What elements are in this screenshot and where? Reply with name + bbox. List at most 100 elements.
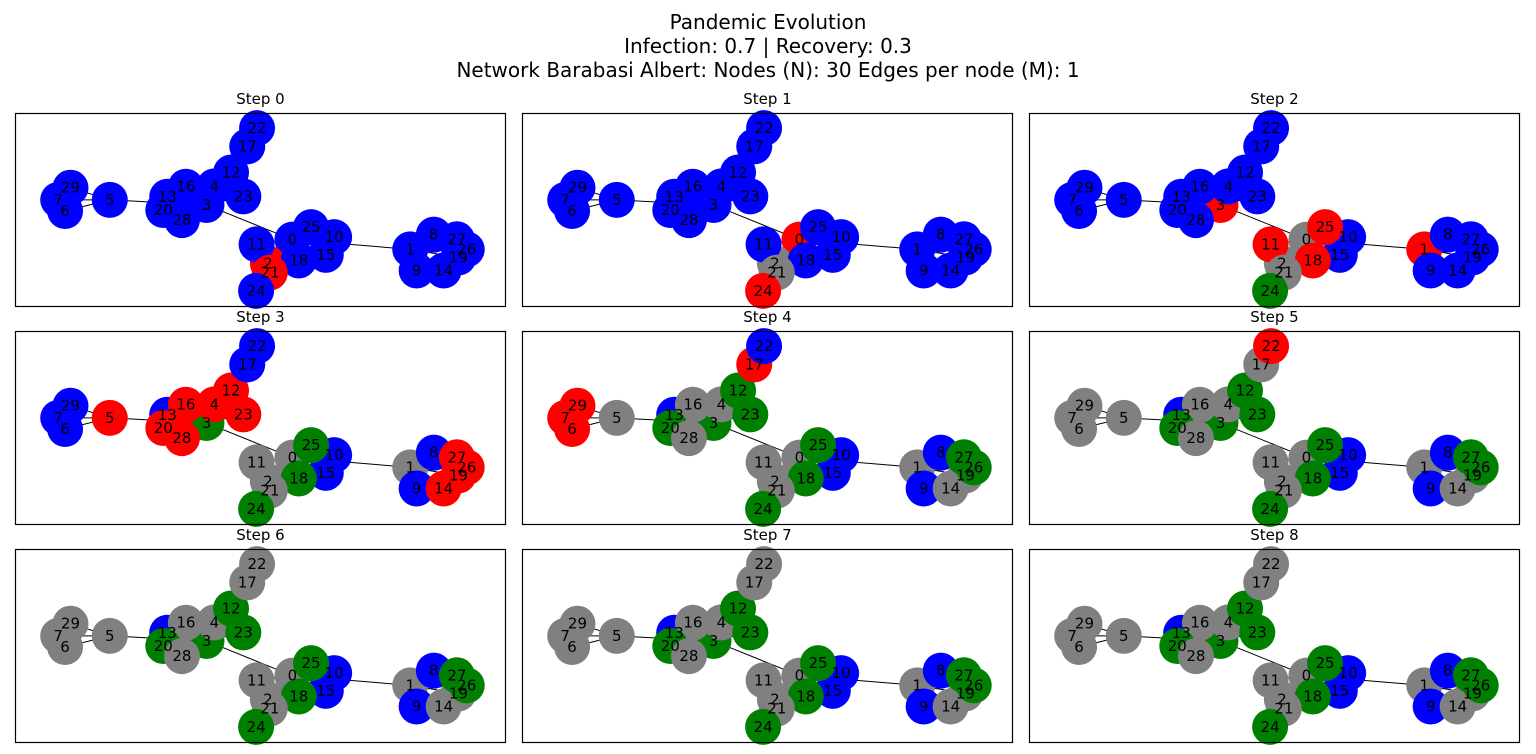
node-label-15: 15	[316, 246, 335, 264]
node-label-4: 4	[717, 395, 727, 413]
node-label-27: 27	[1461, 230, 1480, 248]
node-24	[1252, 272, 1289, 309]
node-27	[438, 221, 475, 258]
node-label-0: 0	[795, 667, 805, 685]
node-label-3: 3	[709, 632, 719, 650]
node-label-21: 21	[767, 482, 786, 500]
node-25	[1307, 645, 1344, 682]
node-23	[225, 396, 262, 433]
node-label-10: 10	[1339, 664, 1358, 682]
node-label-28: 28	[1186, 211, 1205, 229]
node-5	[598, 181, 635, 218]
node-label-28: 28	[679, 647, 698, 665]
node-5	[1105, 399, 1142, 436]
node-22	[1253, 546, 1290, 583]
node-label-2: 2	[770, 254, 780, 272]
node-label-27: 27	[954, 448, 973, 466]
node-label-9: 9	[919, 262, 929, 280]
node-29	[559, 169, 596, 206]
node-label-17: 17	[238, 573, 257, 591]
node-label-21: 21	[767, 700, 786, 718]
node-label-12: 12	[1235, 382, 1254, 400]
node-label-7: 7	[1067, 409, 1077, 427]
node-label-6: 6	[1074, 202, 1084, 220]
node-label-5: 5	[105, 191, 115, 209]
node-29	[559, 605, 596, 642]
node-label-8: 8	[429, 444, 439, 462]
node-11	[745, 226, 782, 263]
node-5	[1105, 181, 1142, 218]
node-29	[52, 169, 89, 206]
node-label-19: 19	[449, 685, 468, 703]
node-label-2: 2	[1277, 472, 1287, 490]
node-22	[746, 546, 783, 583]
figure-title-line-3: Network Barabasi Albert: Nodes (N): 30 E…	[456, 58, 1080, 82]
node-18	[1294, 460, 1331, 497]
node-label-21: 21	[1274, 482, 1293, 500]
node-label-9: 9	[919, 480, 929, 498]
node-label-5: 5	[612, 627, 622, 645]
node-label-1: 1	[1419, 676, 1429, 694]
node-label-25: 25	[809, 436, 828, 454]
node-label-25: 25	[809, 654, 828, 672]
node-18	[1294, 678, 1331, 715]
node-label-5: 5	[1119, 409, 1129, 427]
node-5	[1105, 617, 1142, 654]
node-label-11: 11	[247, 235, 266, 253]
node-label-6: 6	[60, 638, 70, 656]
node-15	[307, 672, 344, 709]
node-label-5: 5	[105, 409, 115, 427]
node-label-16: 16	[176, 178, 195, 196]
node-9	[398, 252, 435, 289]
node-23	[225, 614, 262, 651]
node-label-15: 15	[316, 682, 335, 700]
node-label-18: 18	[289, 251, 308, 269]
node-23	[1239, 178, 1276, 215]
node-label-10: 10	[832, 664, 851, 682]
node-22	[1253, 110, 1290, 147]
node-label-14: 14	[941, 480, 960, 498]
node-label-21: 21	[1274, 700, 1293, 718]
node-label-2: 2	[263, 472, 273, 490]
node-25	[800, 427, 837, 464]
node-label-3: 3	[1216, 414, 1226, 432]
node-label-15: 15	[316, 464, 335, 482]
node-23	[732, 614, 769, 651]
node-label-19: 19	[1463, 249, 1482, 267]
node-9	[398, 688, 435, 725]
node-16	[167, 168, 204, 205]
node-5	[91, 617, 128, 654]
node-label-12: 12	[728, 600, 747, 618]
node-28	[163, 420, 200, 457]
step-panel-title: Step 5	[1250, 308, 1299, 326]
node-label-11: 11	[754, 671, 773, 689]
node-label-16: 16	[683, 396, 702, 414]
node-label-24: 24	[1261, 282, 1280, 300]
node-label-24: 24	[247, 282, 266, 300]
step-panel: Step 6 0 1 2 3 4 5 6 7 8 9 10 11 12 13 14 15 16 17 18 19 20 21…	[14, 523, 507, 745]
step-panel: Step 3 0 1 2 3 4 5 6 7 8 9 10 11 12 13 14 15 16 17 18 19 20 21…	[14, 305, 507, 527]
node-label-2: 2	[770, 472, 780, 490]
node-15	[814, 454, 851, 491]
node-23	[732, 178, 769, 215]
node-label-0: 0	[288, 231, 298, 249]
node-label-0: 0	[1302, 667, 1312, 685]
node-29	[52, 387, 89, 424]
step-panel-title: Step 2	[1250, 90, 1299, 108]
node-18	[280, 242, 317, 279]
node-label-16: 16	[1190, 178, 1209, 196]
step-panel: Step 1 0 1 2 3 4 5 6 7 8 9 10 11 12 13 14 15 16 17 18 19 20 21…	[521, 87, 1014, 309]
node-label-4: 4	[1224, 177, 1234, 195]
node-label-24: 24	[1261, 718, 1280, 736]
node-label-19: 19	[956, 467, 975, 485]
figure-title-line-1: Pandemic Evolution	[669, 10, 867, 34]
node-24	[745, 490, 782, 527]
node-25	[293, 209, 330, 246]
node-label-7: 7	[53, 191, 63, 209]
node-label-1: 1	[912, 240, 922, 258]
node-label-3: 3	[709, 196, 719, 214]
node-5	[91, 399, 128, 436]
node-label-14: 14	[434, 480, 453, 498]
